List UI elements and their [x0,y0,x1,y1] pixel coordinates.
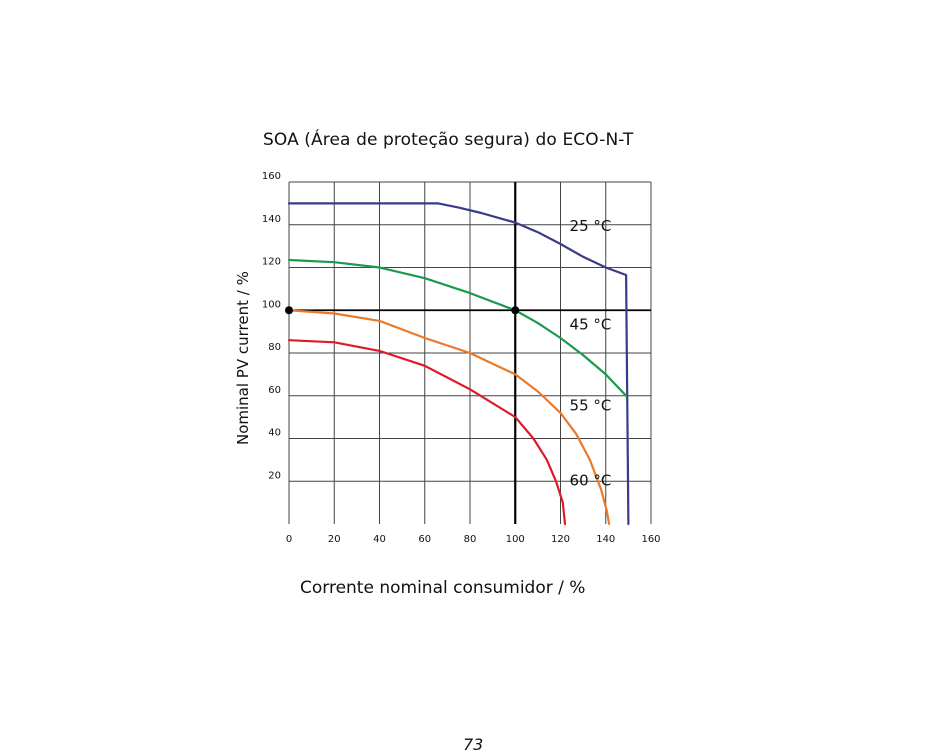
reference-point [511,306,520,315]
x-tick-label: 60 [418,534,431,545]
y-axis-label: Nominal PV current / % [234,271,252,445]
x-axis-label: Corrente nominal consumidor / % [300,578,586,598]
x-tick-label: 140 [596,534,615,545]
chart-title: SOA (Área de proteção segura) do ECO-N-T [263,130,634,150]
y-tick-label: 20 [268,470,281,481]
x-tick-label: 160 [641,534,660,545]
x-tick-label: 120 [551,534,570,545]
x-tick-label: 100 [506,534,525,545]
x-tick-label: 20 [328,534,341,545]
y-tick-label: 80 [268,342,281,353]
y-tick-label: 140 [262,214,281,225]
series-line-3 [287,309,611,526]
reference-points [285,306,520,315]
series-line-1 [287,202,630,526]
y-tick-label: 100 [262,299,281,310]
y-tick-label: 40 [268,428,281,439]
x-tick-label: 0 [286,534,292,545]
y-tick-label: 60 [268,385,281,396]
series-lines [287,202,630,526]
y-tick-label: 160 [262,171,281,182]
y-tick-label: 120 [262,257,281,268]
page-number: 73 [463,735,484,754]
series-label-3: 55 °C [570,397,612,415]
series-label-1: 25 °C [570,217,612,235]
x-tick-label: 40 [373,534,386,545]
reference-point [285,306,293,315]
series-line-4 [287,339,567,526]
series-label-4: 60 °C [570,472,612,490]
tick-labels: 0 20 40 60 80 100 120 140 160 20 40 60 80 100 120 140 16… [262,171,661,545]
x-tick-label: 80 [464,534,477,545]
reference-lines [289,182,651,524]
series-label-2: 45 °C [570,315,612,333]
series-labels: 25 °C 45 °C 55 °C 60 °C [570,217,612,489]
